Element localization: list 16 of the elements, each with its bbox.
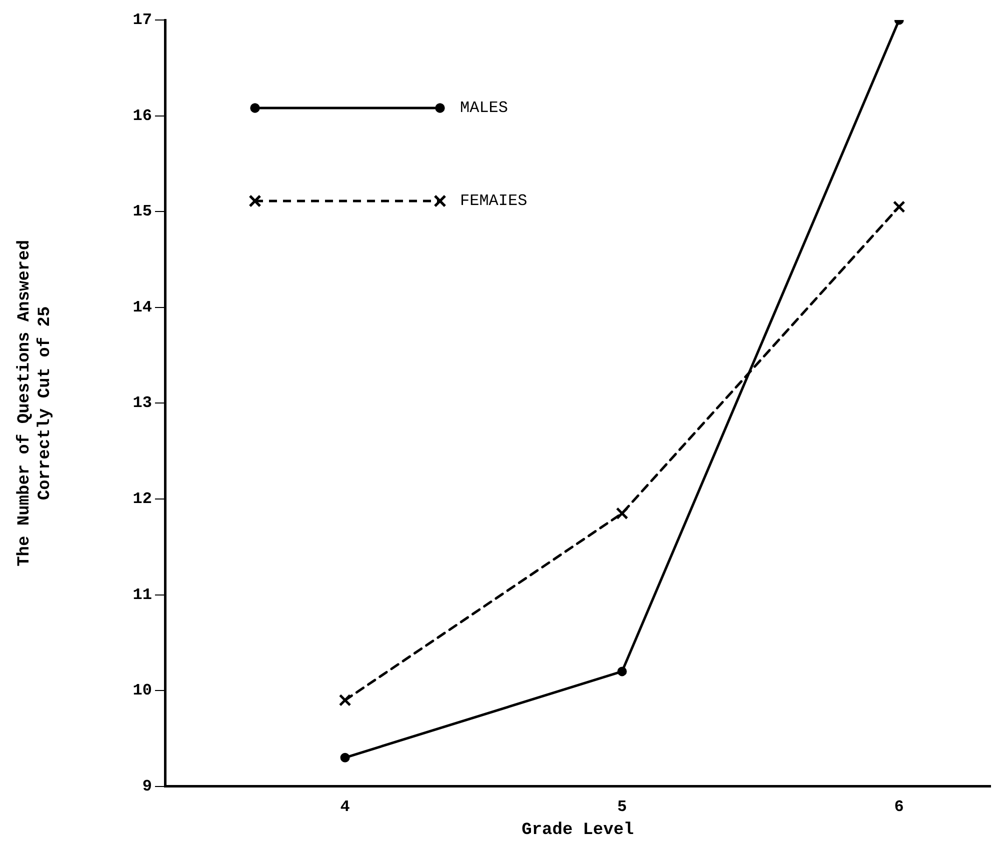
x-tick-label: 6 bbox=[894, 798, 904, 816]
y-tick-label: 12 bbox=[132, 490, 152, 508]
y-tick-label: 11 bbox=[132, 586, 152, 604]
y-axis-title: The Number of Questions Answered Correctly Cut of 25 bbox=[15, 240, 55, 566]
legend-label: FEMAIES bbox=[460, 192, 528, 210]
x-tick-label: 5 bbox=[617, 798, 627, 816]
y-tick-label: 14 bbox=[132, 298, 152, 316]
y-tick-label: 9 bbox=[142, 777, 152, 796]
y-tick-label: 13 bbox=[132, 394, 152, 412]
x-axis-title: Grade Level bbox=[522, 821, 634, 840]
legend-label: MALES bbox=[460, 99, 508, 118]
x-tick-label: 4 bbox=[340, 798, 350, 816]
y-tick-label: 15 bbox=[132, 202, 152, 221]
y-tick-label: 16 bbox=[132, 106, 152, 125]
y-tick-label: 17 bbox=[132, 11, 152, 30]
y-tick-label: 10 bbox=[132, 682, 152, 700]
